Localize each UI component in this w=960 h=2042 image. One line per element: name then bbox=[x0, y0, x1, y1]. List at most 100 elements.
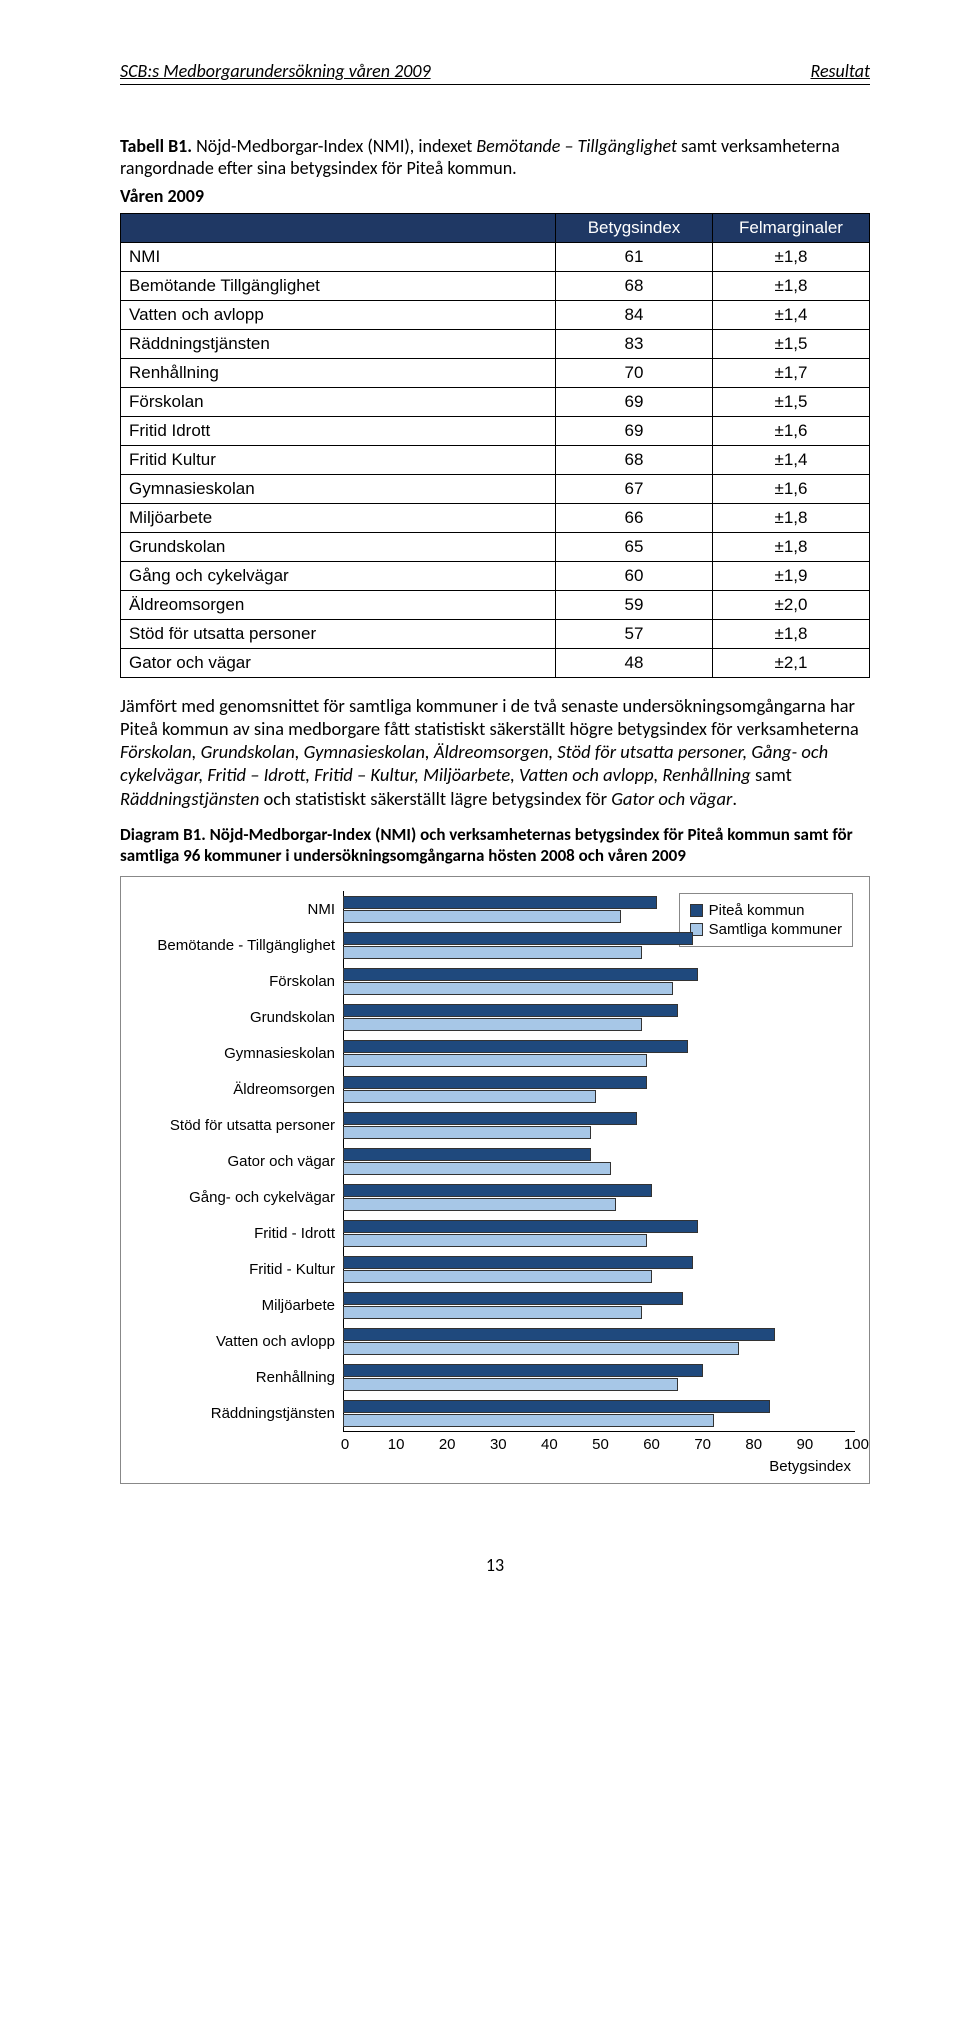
para-text4: . bbox=[732, 787, 737, 810]
table-row: Stöd för utsatta personer57±1,8 bbox=[121, 620, 870, 649]
chart-bar-row bbox=[343, 999, 855, 1035]
chart-bar-row bbox=[343, 1071, 855, 1107]
chart-bar-row bbox=[343, 891, 855, 927]
body-paragraph: Jämfört med genomsnittet för samtliga ko… bbox=[120, 694, 870, 810]
table-row: Fritid Idrott69±1,6 bbox=[121, 417, 870, 446]
chart-category-label: Vatten och avlopp bbox=[135, 1323, 335, 1359]
table-cell-value: 60 bbox=[556, 562, 713, 591]
table-subhead: Våren 2009 bbox=[120, 185, 870, 207]
para-italic2: Räddningstjänsten bbox=[120, 787, 259, 810]
chart-category-label: Gator och vägar bbox=[135, 1143, 335, 1179]
chart-bar-row bbox=[343, 927, 855, 963]
table-cell-error: ±1,9 bbox=[713, 562, 870, 591]
diagram-caption: Diagram B1. Nöjd-Medborgar-Index (NMI) o… bbox=[120, 824, 870, 867]
chart-bar-samtliga bbox=[343, 1126, 591, 1139]
chart-bar-samtliga bbox=[343, 1090, 596, 1103]
chart-bar-pitea bbox=[343, 1004, 678, 1017]
table-caption: Tabell B1. Nöjd-Medborgar-Index (NMI), i… bbox=[120, 135, 870, 179]
header-left: SCB:s Medborgarundersökning våren 2009 bbox=[120, 60, 431, 82]
chart-bar-pitea bbox=[343, 896, 657, 909]
table-caption-label: Tabell B1. bbox=[120, 135, 192, 157]
table-cell-label: Grundskolan bbox=[121, 533, 556, 562]
chart-category-label: Räddningstjänsten bbox=[135, 1395, 335, 1431]
chart-category-label: Förskolan bbox=[135, 963, 335, 999]
chart-bar-pitea bbox=[343, 968, 698, 981]
page-number: 13 bbox=[120, 1554, 870, 1576]
bar-chart: Piteå kommun Samtliga kommuner NMIBemöta… bbox=[120, 876, 870, 1484]
table-cell-label: Stöd för utsatta personer bbox=[121, 620, 556, 649]
table-cell-label: Miljöarbete bbox=[121, 504, 556, 533]
table-cell-error: ±1,5 bbox=[713, 330, 870, 359]
chart-x-axis: 0102030405060708090100 bbox=[343, 1431, 855, 1436]
chart-bar-pitea bbox=[343, 1184, 652, 1197]
table-cell-value: 66 bbox=[556, 504, 713, 533]
chart-bar-row bbox=[343, 1395, 855, 1431]
table-row: Förskolan69±1,5 bbox=[121, 388, 870, 417]
table-cell-value: 83 bbox=[556, 330, 713, 359]
chart-bars bbox=[343, 891, 855, 1431]
table-cell-label: Äldreomsorgen bbox=[121, 591, 556, 620]
table-cell-error: ±1,6 bbox=[713, 475, 870, 504]
chart-bar-samtliga bbox=[343, 1378, 678, 1391]
chart-category-label: Fritid - Idrott bbox=[135, 1215, 335, 1251]
table-row: Grundskolan65±1,8 bbox=[121, 533, 870, 562]
chart-bar-row bbox=[343, 963, 855, 999]
chart-bar-row bbox=[343, 1035, 855, 1071]
chart-bar-samtliga bbox=[343, 1198, 616, 1211]
para-italic1: Förskolan, Grundskolan, Gymnasieskolan, … bbox=[120, 740, 828, 786]
table-row: Gator och vägar48±2,1 bbox=[121, 649, 870, 678]
table-header-felmarginaler: Felmarginaler bbox=[713, 214, 870, 243]
table-cell-error: ±1,5 bbox=[713, 388, 870, 417]
table-caption-italic: Bemötande – Tillgänglighet bbox=[476, 135, 677, 157]
chart-category-label: Miljöarbete bbox=[135, 1287, 335, 1323]
table-cell-label: Bemötande Tillgänglighet bbox=[121, 272, 556, 301]
chart-category-label: Gång- och cykelvägar bbox=[135, 1179, 335, 1215]
table-cell-value: 65 bbox=[556, 533, 713, 562]
chart-bar-samtliga bbox=[343, 1162, 611, 1175]
table-cell-value: 69 bbox=[556, 417, 713, 446]
chart-bar-samtliga bbox=[343, 1018, 642, 1031]
para-text3: och statistiskt säkerställt lägre betygs… bbox=[259, 787, 611, 810]
chart-bar-samtliga bbox=[343, 1306, 642, 1319]
table-cell-error: ±1,8 bbox=[713, 272, 870, 301]
chart-bar-samtliga bbox=[343, 982, 673, 995]
chart-bar-samtliga bbox=[343, 1234, 647, 1247]
chart-bar-row bbox=[343, 1107, 855, 1143]
table-row: Äldreomsorgen59±2,0 bbox=[121, 591, 870, 620]
table-caption-text1: Nöjd-Medborgar-Index (NMI), indexet bbox=[192, 135, 476, 157]
table-cell-value: 61 bbox=[556, 243, 713, 272]
chart-category-label: Äldreomsorgen bbox=[135, 1071, 335, 1107]
table-cell-value: 70 bbox=[556, 359, 713, 388]
table-row: Räddningstjänsten83±1,5 bbox=[121, 330, 870, 359]
table-cell-label: Renhållning bbox=[121, 359, 556, 388]
chart-bar-row bbox=[343, 1323, 855, 1359]
table-cell-error: ±1,8 bbox=[713, 504, 870, 533]
table-cell-label: Förskolan bbox=[121, 388, 556, 417]
betygsindex-table: Betygsindex Felmarginaler NMI61±1,8Bemöt… bbox=[120, 213, 870, 678]
table-cell-label: Fritid Kultur bbox=[121, 446, 556, 475]
table-cell-label: Vatten och avlopp bbox=[121, 301, 556, 330]
chart-category-label: Fritid - Kultur bbox=[135, 1251, 335, 1287]
chart-bar-row bbox=[343, 1287, 855, 1323]
chart-bar-row bbox=[343, 1143, 855, 1179]
page-header: SCB:s Medborgarundersökning våren 2009 R… bbox=[120, 60, 870, 85]
table-cell-value: 48 bbox=[556, 649, 713, 678]
chart-bar-pitea bbox=[343, 1220, 698, 1233]
table-row: Vatten och avlopp84±1,4 bbox=[121, 301, 870, 330]
header-right: Resultat bbox=[810, 60, 870, 82]
chart-bar-pitea bbox=[343, 1076, 647, 1089]
chart-bar-row bbox=[343, 1179, 855, 1215]
table-cell-error: ±1,8 bbox=[713, 533, 870, 562]
table-cell-value: 67 bbox=[556, 475, 713, 504]
table-cell-error: ±1,6 bbox=[713, 417, 870, 446]
table-cell-error: ±1,8 bbox=[713, 243, 870, 272]
chart-bar-row bbox=[343, 1251, 855, 1287]
table-cell-value: 68 bbox=[556, 446, 713, 475]
chart-category-label: Bemötande - Tillgänglighet bbox=[135, 927, 335, 963]
table-row: Gymnasieskolan67±1,6 bbox=[121, 475, 870, 504]
table-cell-value: 59 bbox=[556, 591, 713, 620]
chart-category-label: Renhållning bbox=[135, 1359, 335, 1395]
table-row: Fritid Kultur68±1,4 bbox=[121, 446, 870, 475]
table-cell-label: Gator och vägar bbox=[121, 649, 556, 678]
chart-bar-pitea bbox=[343, 1292, 683, 1305]
